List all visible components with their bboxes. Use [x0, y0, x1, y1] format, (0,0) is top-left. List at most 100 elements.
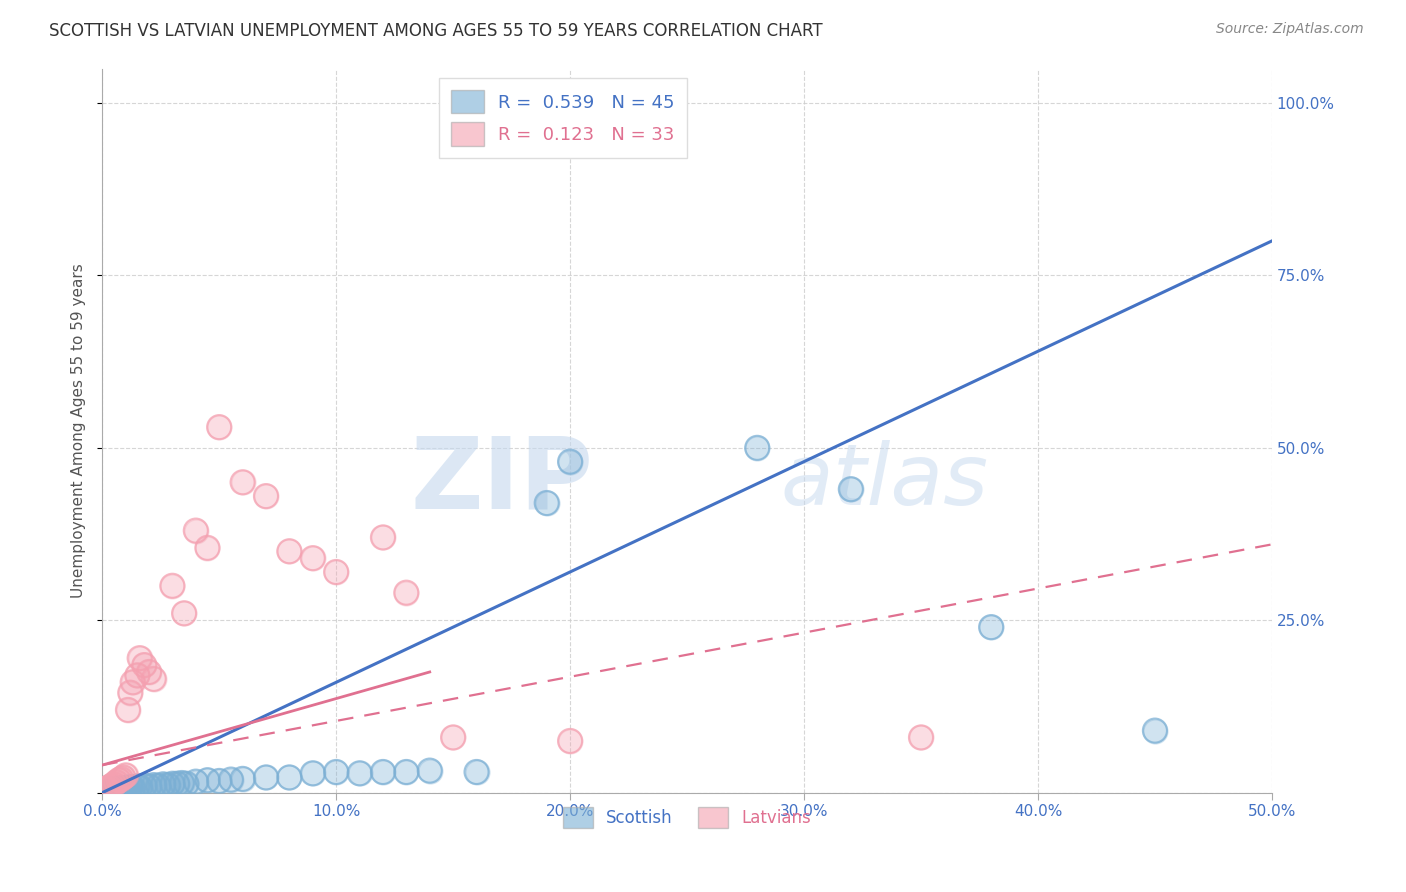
Point — [395, 764, 418, 779]
Point — [980, 620, 1002, 634]
Point — [162, 579, 184, 593]
Point — [166, 777, 188, 791]
Point — [254, 771, 277, 785]
Point — [419, 764, 441, 778]
Point — [121, 675, 143, 690]
Text: Source: ZipAtlas.com: Source: ZipAtlas.com — [1216, 22, 1364, 37]
Point — [558, 734, 581, 748]
Point — [162, 777, 184, 791]
Point — [142, 672, 165, 686]
Point — [128, 651, 150, 665]
Point — [219, 772, 242, 787]
Point — [96, 781, 118, 796]
Point — [465, 764, 488, 779]
Point — [103, 783, 125, 797]
Point — [371, 764, 394, 779]
Point — [325, 764, 347, 779]
Point — [558, 455, 581, 469]
Point — [100, 783, 122, 797]
Point — [197, 541, 219, 555]
Point — [114, 768, 136, 782]
Text: SCOTTISH VS LATVIAN UNEMPLOYMENT AMONG AGES 55 TO 59 YEARS CORRELATION CHART: SCOTTISH VS LATVIAN UNEMPLOYMENT AMONG A… — [49, 22, 823, 40]
Point — [112, 782, 135, 797]
Point — [120, 780, 142, 794]
Point — [349, 766, 371, 780]
Point — [747, 441, 769, 455]
Text: ZIP: ZIP — [411, 433, 593, 530]
Text: atlas: atlas — [780, 440, 988, 523]
Point — [142, 778, 165, 792]
Point — [100, 779, 122, 793]
Point — [117, 703, 139, 717]
Point — [910, 731, 932, 745]
Point — [127, 780, 149, 794]
Point — [98, 780, 121, 794]
Point — [103, 777, 125, 791]
Legend: Scottish, Latvians: Scottish, Latvians — [557, 800, 818, 835]
Point — [100, 779, 122, 793]
Point — [120, 686, 142, 700]
Point — [980, 620, 1002, 634]
Point — [103, 783, 125, 797]
Point — [441, 731, 464, 745]
Point — [110, 772, 132, 786]
Point — [105, 782, 128, 797]
Point — [371, 764, 394, 779]
Point — [184, 524, 207, 538]
Point — [100, 783, 122, 797]
Point — [105, 775, 128, 789]
Point — [536, 496, 558, 510]
Point — [558, 734, 581, 748]
Point — [197, 773, 219, 788]
Point — [142, 778, 165, 792]
Point — [110, 772, 132, 786]
Point — [138, 665, 160, 679]
Point — [839, 482, 862, 496]
Point — [395, 585, 418, 599]
Point — [371, 531, 394, 545]
Point — [349, 766, 371, 780]
Point — [127, 668, 149, 682]
Point — [138, 780, 160, 794]
Point — [110, 783, 132, 797]
Point — [441, 731, 464, 745]
Point — [465, 764, 488, 779]
Point — [107, 781, 129, 796]
Point — [254, 489, 277, 503]
Point — [197, 773, 219, 788]
Point — [128, 651, 150, 665]
Point — [112, 771, 135, 785]
Point — [127, 780, 149, 794]
Point — [170, 776, 193, 790]
Point — [301, 766, 323, 780]
Point — [110, 783, 132, 797]
Point — [301, 551, 323, 566]
Point — [173, 607, 195, 621]
Point — [184, 524, 207, 538]
Point — [107, 773, 129, 788]
Y-axis label: Unemployment Among Ages 55 to 59 years: Unemployment Among Ages 55 to 59 years — [72, 263, 86, 598]
Point — [98, 780, 121, 794]
Point — [114, 768, 136, 782]
Point — [325, 565, 347, 579]
Point — [747, 441, 769, 455]
Point — [184, 774, 207, 789]
Point — [232, 475, 254, 490]
Point — [278, 544, 301, 558]
Point — [134, 779, 156, 793]
Point — [325, 764, 347, 779]
Point — [156, 778, 179, 792]
Point — [170, 776, 193, 790]
Point — [152, 777, 174, 791]
Point — [232, 772, 254, 786]
Point — [278, 544, 301, 558]
Point — [107, 781, 129, 796]
Point — [105, 775, 128, 789]
Point — [96, 783, 118, 797]
Point — [558, 455, 581, 469]
Point — [103, 777, 125, 791]
Point — [96, 783, 118, 797]
Point — [162, 579, 184, 593]
Point — [127, 668, 149, 682]
Point — [1143, 723, 1166, 738]
